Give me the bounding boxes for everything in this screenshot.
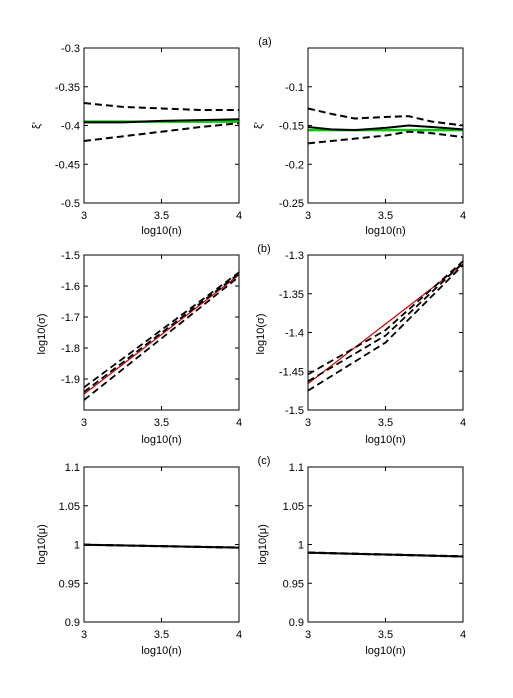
- y-tick-label: -1.4: [285, 328, 304, 340]
- series-line-4: [308, 130, 463, 145]
- x-tick-label: 4: [460, 417, 466, 429]
- x-tick-label: 4: [460, 629, 466, 641]
- panel-label-c: (c): [258, 455, 271, 467]
- y-tick-label: 1.1: [289, 462, 304, 474]
- y-axis-label: ξ': [253, 122, 265, 129]
- series-line-3: [84, 543, 239, 549]
- y-axis-label: log10(σ): [36, 313, 48, 354]
- y-tick-label: -1.45: [279, 366, 304, 378]
- x-tick-label: 4: [460, 210, 466, 222]
- y-tick-label: -1.3: [285, 250, 304, 262]
- y-tick-label: 0.95: [283, 578, 304, 590]
- x-tick-label: 4: [236, 629, 242, 641]
- series-line-2: [84, 271, 239, 389]
- y-tick-label: 1.05: [59, 501, 80, 513]
- y-tick-label: 1.1: [65, 462, 80, 474]
- x-tick-label: 4: [236, 417, 242, 429]
- x-tick-label: 3.5: [154, 629, 169, 641]
- x-tick-label: 3.5: [378, 210, 393, 222]
- series-line-2: [308, 124, 463, 132]
- x-axis-label: log10(n): [365, 225, 405, 237]
- series-line-4: [84, 275, 239, 401]
- chart-c-left: log10(n) log10(μ) 3 3.5 4 0.9 0.95 1 1.05 1.1: [36, 462, 242, 657]
- y-tick-label: 0.9: [65, 617, 80, 629]
- chart-b-left: log10(n) log10(σ) 3 3.5 4 -1.9 -1.8 -1.7 -1.6 -…: [36, 250, 242, 446]
- chart-a-left: log10(n) ξ' 3 3.5 4 -0.5 -0.45 -0.4 -0.35 -0.3: [31, 43, 242, 237]
- series-line-3: [308, 107, 463, 127]
- x-axis-label: log10(n): [365, 645, 405, 657]
- chart-b-right: log10(n) log10(σ) 3 3.5 4 -1.5 -1.45 -1.4 -1.3…: [255, 250, 466, 446]
- x-tick-label: 4: [236, 210, 242, 222]
- y-tick-label: -0.5: [61, 198, 80, 210]
- y-tick-label: -0.15: [279, 121, 304, 133]
- x-tick-label: 3: [81, 417, 87, 429]
- y-tick-label: -0.25: [279, 198, 304, 210]
- y-tick-label: -1.35: [279, 289, 304, 301]
- x-tick-label: 3.5: [378, 417, 393, 429]
- x-tick-label: 3.5: [154, 417, 169, 429]
- series-line-4: [84, 122, 239, 142]
- x-tick-label: 3.5: [154, 210, 169, 222]
- x-axis-label: log10(n): [141, 434, 181, 446]
- y-tick-label: -0.45: [55, 159, 80, 171]
- chart-a-right: log10(n) ξ' 3 3.5 4 -0.25 -0.2 -0.15 -0.1: [253, 47, 466, 237]
- y-tick-label: -1.5: [285, 405, 304, 417]
- series-line-1: [84, 274, 239, 395]
- x-tick-label: 3: [81, 210, 87, 222]
- y-axis-label: log10(μ): [36, 524, 48, 565]
- y-tick-label: -1.6: [61, 281, 80, 293]
- x-axis-label: log10(n): [141, 225, 181, 237]
- y-tick-label: 0.95: [59, 578, 80, 590]
- y-tick-label: -1.9: [61, 374, 80, 386]
- series-line-2: [308, 260, 463, 376]
- x-axis-label: log10(n): [365, 434, 405, 446]
- series-line-3: [84, 102, 239, 111]
- x-tick-label: 3: [305, 210, 311, 222]
- y-tick-label: -1.5: [61, 250, 80, 262]
- y-tick-label: -0.35: [55, 82, 80, 94]
- x-tick-label: 3: [81, 629, 87, 641]
- y-tick-label: 1: [298, 540, 304, 552]
- x-tick-label: 3: [305, 417, 311, 429]
- panel-label-a: (a): [258, 36, 271, 48]
- y-tick-label: -0.1: [285, 82, 304, 94]
- series-line-4: [308, 264, 463, 392]
- series-line-3: [308, 551, 463, 558]
- y-axis-label: log10(σ): [255, 313, 267, 354]
- y-tick-label: 1.05: [283, 501, 304, 513]
- y-tick-label: -1.7: [61, 312, 80, 324]
- series-line-3: [308, 262, 463, 383]
- y-tick-label: -0.3: [61, 43, 80, 55]
- y-tick-label: 0.9: [289, 617, 304, 629]
- y-tick-label: -1.8: [61, 343, 80, 355]
- chart-c-right: log10(n) log10(μ) 3 3.5 4 0.9 0.95 1 1.05 1.1: [257, 462, 466, 657]
- y-axis-label: ξ': [31, 122, 43, 129]
- y-tick-label: -0.4: [61, 121, 80, 133]
- x-tick-label: 3.5: [378, 629, 393, 641]
- panel-label-b: (b): [257, 243, 270, 255]
- series-line-2: [84, 118, 239, 124]
- x-tick-label: 3: [305, 629, 311, 641]
- y-axis-label: log10(μ): [257, 524, 269, 565]
- y-tick-label: -0.2: [285, 159, 304, 171]
- y-tick-label: 1: [74, 540, 80, 552]
- x-axis-label: log10(n): [141, 645, 181, 657]
